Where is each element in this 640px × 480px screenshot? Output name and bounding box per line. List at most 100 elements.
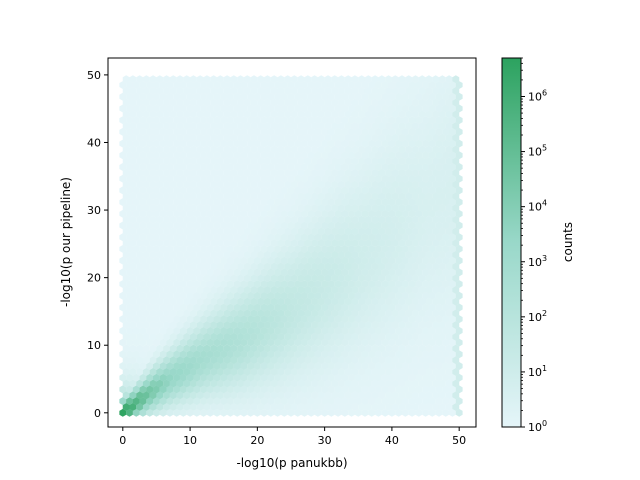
hexbin-cell [196,309,204,318]
hexbin-cell [442,385,450,394]
hexbin-cell [408,151,416,160]
hexbin-cell [136,356,144,365]
hexbin-cell [277,180,285,189]
hexbin-cell [200,104,207,113]
hexbin-cell [405,367,413,376]
hexbin-cell [220,116,228,125]
hexbin-cell [142,239,150,248]
hexbin-cell [418,356,426,365]
hexbin-cell [122,168,130,177]
hexbin-cell [445,332,453,341]
hexbin-cell [176,379,184,388]
hexbin-cell [290,274,298,283]
hexbin-cell [193,198,201,207]
hexbin-cell [354,151,362,160]
hexbin-cell [301,338,308,347]
hexbin-cell [449,139,456,148]
hexbin-cell [173,303,181,312]
hexbin-cell [132,151,140,160]
hexbin-cell [159,174,167,183]
hexbin-cell [169,262,177,271]
hexbin-cell [220,198,228,207]
hexbin-cell [169,75,177,84]
hexbin-cell [240,186,248,195]
hexbin-cell [240,198,248,207]
hexbin-cell [257,157,265,166]
hexbin-cell [324,262,332,271]
hexbin-cell [361,280,369,289]
hexbin-cell [358,309,366,318]
hexbin-cell [344,75,352,84]
hexbin-cell [206,92,214,101]
x-tick-label: 50 [452,434,466,447]
hexbin-cell [122,379,130,388]
hexbin-cell [176,192,184,201]
hexbin-cell [253,81,261,90]
hexbin-cell [260,338,268,347]
hexbin-cell [375,198,382,207]
hexbin-cell [425,356,433,365]
hexbin-cell [129,122,137,130]
hexbin-cell [321,397,329,406]
hexbin-cell [418,192,426,201]
hexbin-cell [159,338,167,347]
hexbin-cell [425,250,433,259]
hexbin-cell [206,198,214,207]
hexbin-cell [354,373,362,382]
hexbin-cell [257,215,265,224]
hexbin-cell [371,332,379,341]
hexbin-cell [364,367,372,376]
hexbin-cell [166,233,174,242]
hexbin-cell [301,163,308,171]
hexbin-cell [378,344,386,353]
hexbin-cell [260,174,268,183]
hexbin-cell [129,262,137,271]
hexbin-cell [243,332,251,341]
hexbin-cell [284,215,292,224]
hexbin-cell [412,168,419,177]
hexbin-cell [435,244,443,253]
hexbin-cell [418,321,426,329]
hexbin-cell [250,356,258,365]
hexbin-cell [324,203,332,212]
hexbin-cell [334,139,342,148]
hexbin-cell [438,203,446,212]
hexbin-cell [425,285,433,294]
hexbin-cell [408,209,416,218]
hexbin-cell [166,268,174,277]
hexbin-cell [250,379,258,388]
hexbin-cell [334,362,342,370]
hexbin-cell [210,122,218,130]
hexbin-cell [321,198,329,207]
hexbin-cell [311,309,318,318]
hexbin-cell [190,344,197,353]
hexbin-cell [449,268,456,277]
hexbin-cell [159,303,167,312]
hexbin-cell [368,362,376,370]
hexbin-cell [405,379,413,388]
hexbin-cell [388,198,396,207]
hexbin-cell [277,192,285,201]
hexbin-cell [280,139,288,148]
hexbin-cell [428,338,436,347]
hexbin-cell [230,203,238,212]
hexbin-cell [156,391,164,400]
hexbin-cell [223,344,231,353]
hexbin-cell [186,233,194,242]
hexbin-cell [438,86,446,95]
hexbin-cell [176,402,184,411]
hexbin-cell [156,157,164,166]
hexbin-cell [142,285,150,294]
hexbin-cell [220,397,228,406]
hexbin-cell [253,92,261,101]
hexbin-cell [314,186,322,195]
hexbin-cell [142,250,150,259]
hexbin-cell [297,75,305,84]
hexbin-cell [428,209,436,218]
hexbin-cell [415,373,423,382]
hexbin-cell [122,180,130,189]
hexbin-cell [190,98,197,107]
hexbin-cell [267,116,275,125]
hexbin-cell [190,297,197,306]
hexbin-cell [270,321,278,329]
